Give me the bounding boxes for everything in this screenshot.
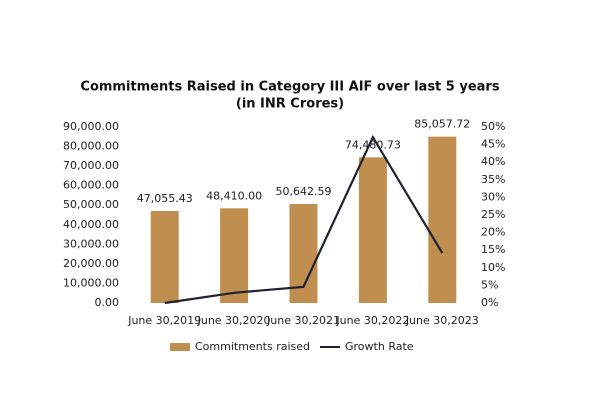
y-tick-label: 90,000.00 (63, 120, 119, 133)
y2-tick-label: 20% (481, 226, 505, 239)
y2-tick-label: 30% (481, 190, 505, 203)
y-tick-label: 60,000.00 (63, 179, 119, 192)
y-tick-label: 30,000.00 (63, 237, 119, 250)
y2-tick-label: 35% (481, 173, 505, 186)
y2-tick-label: 50% (481, 120, 505, 133)
y-tick-label: 20,000.00 (63, 257, 119, 270)
y2-tick-label: 15% (481, 243, 505, 256)
chart-title: Commitments Raised in Category III AIF o… (80, 80, 499, 95)
bar (358, 157, 387, 303)
y2-tick-label: 45% (481, 138, 505, 151)
x-tick-label: June 30,2022 (335, 314, 409, 327)
legend-label: Growth Rate (345, 340, 414, 353)
bar (150, 210, 179, 303)
legend-swatch (170, 343, 190, 351)
y-tick-label: 50,000.00 (63, 198, 119, 211)
line (164, 134, 444, 305)
y-tick-label: 70,000.00 (63, 159, 119, 172)
data-label: 50,642.59 (276, 185, 332, 198)
bar (428, 136, 457, 303)
x-tick-label: June 30,2021 (266, 314, 340, 327)
y2-tick-label: 40% (481, 155, 505, 168)
y-tick-label: 0.00 (95, 296, 120, 309)
y2-tick-label: 10% (481, 261, 505, 274)
chart-subtitle: (in INR Crores) (236, 97, 344, 112)
x-tick-label: June 30,2023 (405, 314, 479, 327)
y2-tick-label: 25% (481, 208, 505, 221)
y2-tick-label: 5% (481, 278, 498, 291)
y2-tick-label: 0% (481, 296, 498, 309)
y-tick-label: 10,000.00 (63, 276, 119, 289)
y-tick-label: 80,000.00 (63, 140, 119, 153)
x-tick-label: June 30,2019 (127, 314, 201, 327)
data-label: 48,410.00 (206, 189, 262, 202)
x-tick-label: June 30,2020 (197, 314, 271, 327)
data-label: 74,480.73 (345, 138, 401, 151)
legend-label: Commitments raised (195, 340, 310, 353)
y-tick-label: 40,000.00 (63, 218, 119, 231)
data-label: 85,057.72 (414, 118, 470, 131)
data-label: 47,055.43 (137, 192, 193, 205)
bar (220, 208, 249, 303)
